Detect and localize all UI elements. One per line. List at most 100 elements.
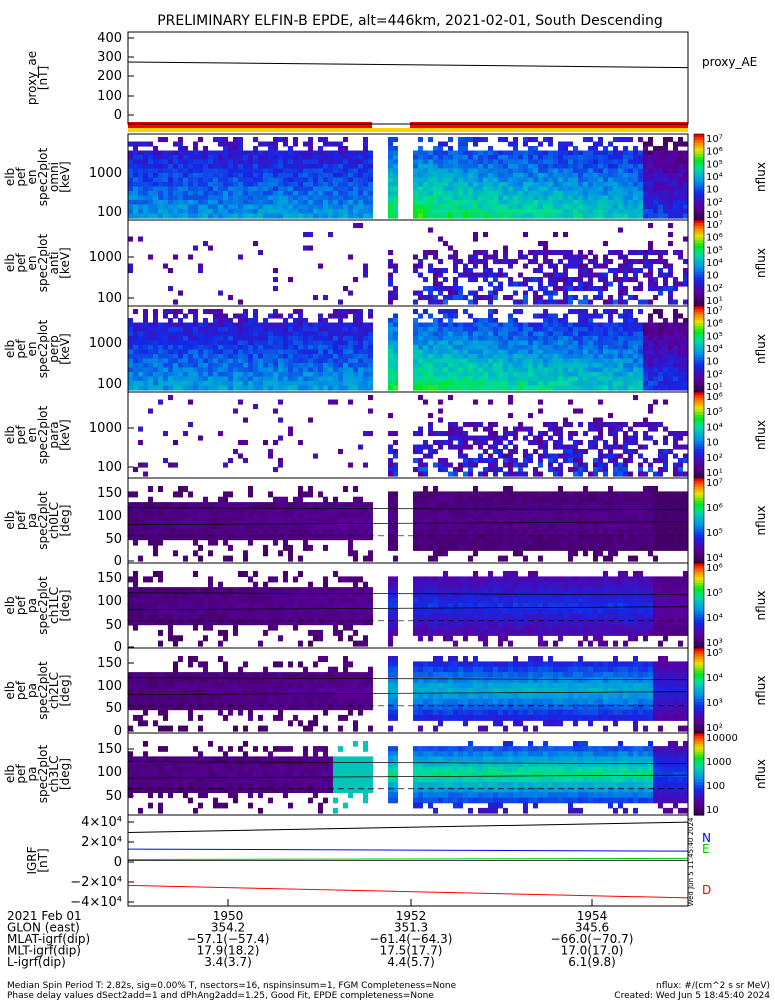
heatmap-cell bbox=[318, 164, 323, 169]
heatmap-cell bbox=[353, 350, 358, 355]
heatmap-cell bbox=[358, 363, 363, 368]
heatmap-cell bbox=[168, 529, 173, 535]
heatmap-cell bbox=[133, 142, 138, 147]
heatmap-cell bbox=[348, 363, 353, 368]
heatmap-cell bbox=[438, 336, 443, 341]
heatmap-cell bbox=[538, 268, 543, 273]
heatmap-cell bbox=[663, 386, 668, 391]
heatmap-cell bbox=[683, 164, 688, 169]
heatmap-cell bbox=[238, 169, 243, 174]
heatmap-cell bbox=[553, 377, 558, 382]
heatmap-cell bbox=[298, 187, 303, 192]
heatmap-cell bbox=[518, 368, 523, 373]
heatmap-cell bbox=[203, 341, 208, 346]
heatmap-cell bbox=[533, 164, 538, 169]
heatmap-cell bbox=[293, 368, 298, 373]
heatmap-cell bbox=[248, 377, 253, 382]
heatmap-cell bbox=[503, 431, 508, 436]
heatmap-cell bbox=[353, 200, 358, 205]
heatmap-cell bbox=[588, 372, 593, 377]
heatmap-cell bbox=[228, 341, 233, 346]
heatmap-cell bbox=[283, 359, 288, 364]
heatmap-cell bbox=[648, 246, 653, 251]
heatmap-cell bbox=[393, 354, 398, 359]
heatmap-cell bbox=[288, 164, 293, 169]
heatmap-cell bbox=[488, 160, 493, 165]
heatmap-cell bbox=[523, 472, 528, 477]
heatmap-cell bbox=[213, 341, 218, 346]
heatmap-cell bbox=[678, 282, 683, 287]
heatmap-cell bbox=[623, 137, 628, 142]
heatmap-cell bbox=[653, 350, 658, 355]
heatmap-cell bbox=[678, 336, 683, 341]
heatmap-cell bbox=[638, 345, 643, 350]
heatmap-cell bbox=[563, 214, 568, 219]
heatmap-cell bbox=[588, 273, 593, 278]
heatmap-cell bbox=[673, 282, 678, 287]
heatmap-cell bbox=[478, 160, 483, 165]
heatmap-cell bbox=[573, 359, 578, 364]
heatmap-cell bbox=[203, 241, 208, 246]
heatmap-cell bbox=[503, 160, 508, 165]
heatmap-cell bbox=[248, 540, 253, 546]
heatmap-cell bbox=[263, 363, 268, 368]
heatmap-cell bbox=[218, 497, 223, 503]
heatmap-cell bbox=[318, 160, 323, 165]
heatmap-cell bbox=[293, 354, 298, 359]
heatmap-cell bbox=[508, 142, 513, 147]
heatmap-cell bbox=[498, 368, 503, 373]
heatmap-cell bbox=[328, 359, 333, 364]
heatmap-cell bbox=[598, 454, 603, 459]
heatmap-cell bbox=[633, 178, 638, 183]
heatmap-cell bbox=[318, 214, 323, 219]
heatmap-cell bbox=[633, 173, 638, 178]
heatmap-cell bbox=[558, 300, 563, 305]
heatmap-cell bbox=[388, 431, 393, 436]
legend-proxy-ae: proxy_AE bbox=[702, 55, 757, 69]
heatmap-cell bbox=[488, 350, 493, 355]
heatmap-cell bbox=[578, 309, 583, 314]
heatmap-cell bbox=[263, 368, 268, 373]
heatmap-cell bbox=[223, 363, 228, 368]
heatmap-cell bbox=[648, 268, 653, 273]
heatmap-cell bbox=[303, 155, 308, 160]
heatmap-cell bbox=[503, 345, 508, 350]
heatmap-cell bbox=[493, 431, 498, 436]
heatmap-cell bbox=[203, 196, 208, 201]
heatmap-cell bbox=[573, 377, 578, 382]
heatmap-cell bbox=[598, 164, 603, 169]
heatmap-cell bbox=[478, 354, 483, 359]
heatmap-cell bbox=[588, 137, 593, 142]
heatmap-cell bbox=[143, 142, 148, 147]
heatmap-cell bbox=[238, 196, 243, 201]
heatmap-cell bbox=[183, 327, 188, 332]
heatmap-cell bbox=[263, 354, 268, 359]
heatmap-cell bbox=[588, 187, 593, 192]
heatmap-cell bbox=[513, 142, 518, 147]
heatmap-cell bbox=[663, 400, 668, 405]
heatmap-cell bbox=[348, 327, 353, 332]
heatmap-cell bbox=[203, 497, 208, 503]
heatmap-cell bbox=[638, 309, 643, 314]
heatmap-cell bbox=[608, 300, 613, 305]
heatmap-cell bbox=[568, 323, 573, 328]
heatmap-cell bbox=[463, 137, 468, 142]
heatmap-cell bbox=[558, 160, 563, 165]
heatmap-cell bbox=[303, 151, 308, 156]
heatmap-cell bbox=[528, 413, 533, 418]
heatmap-cell bbox=[558, 359, 563, 364]
heatmap-cell bbox=[358, 205, 363, 210]
heatmap-cell bbox=[438, 178, 443, 183]
heatmap-cell bbox=[643, 323, 648, 328]
heatmap-cell bbox=[448, 363, 453, 368]
heatmap-cell bbox=[343, 137, 348, 142]
heatmap-cell bbox=[368, 214, 373, 219]
heatmap-cell bbox=[488, 323, 493, 328]
heatmap-cell bbox=[573, 187, 578, 192]
heatmap-cell bbox=[153, 318, 158, 323]
heatmap-cell bbox=[163, 363, 168, 368]
heatmap-cell bbox=[323, 377, 328, 382]
heatmap-cell bbox=[263, 323, 268, 328]
heatmap-cell bbox=[608, 359, 613, 364]
heatmap-cell bbox=[153, 309, 158, 314]
